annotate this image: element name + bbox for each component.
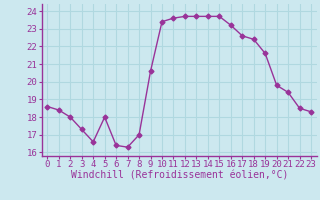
X-axis label: Windchill (Refroidissement éolien,°C): Windchill (Refroidissement éolien,°C): [70, 171, 288, 181]
